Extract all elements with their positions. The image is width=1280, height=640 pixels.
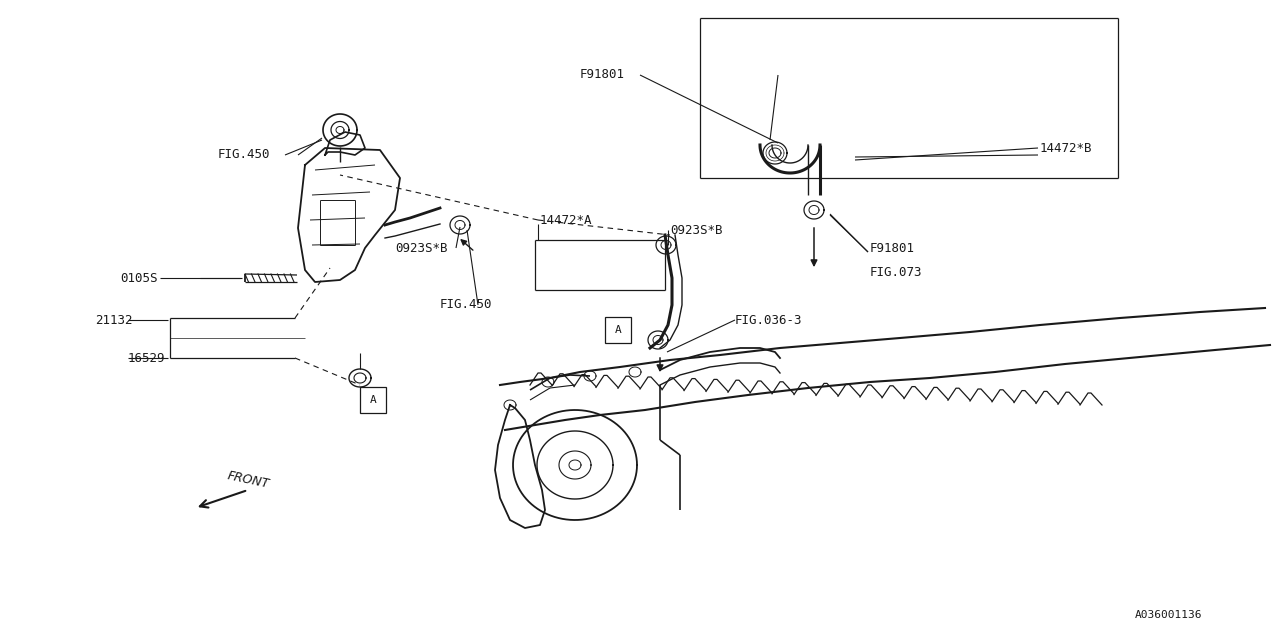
Text: 0105S: 0105S (120, 271, 157, 285)
Text: 0923S*B: 0923S*B (669, 223, 722, 237)
Bar (605, 317, 631, 343)
Text: 0923S*B: 0923S*B (396, 241, 448, 255)
Text: FIG.450: FIG.450 (440, 298, 493, 312)
Text: 14472*B: 14472*B (1039, 141, 1093, 154)
Text: A: A (614, 325, 621, 335)
Text: 14472*A: 14472*A (540, 214, 593, 227)
Text: F91801: F91801 (580, 68, 625, 81)
Text: A: A (370, 395, 376, 405)
Text: FIG.073: FIG.073 (870, 266, 923, 278)
Text: FIG.450: FIG.450 (218, 148, 270, 161)
Text: 16529: 16529 (128, 351, 165, 365)
Text: FIG.036-3: FIG.036-3 (735, 314, 803, 326)
Text: A036001136: A036001136 (1135, 610, 1202, 620)
Text: FRONT: FRONT (225, 469, 270, 491)
Text: F91801: F91801 (870, 241, 915, 255)
Bar (360, 387, 387, 413)
Text: 21132: 21132 (95, 314, 133, 326)
